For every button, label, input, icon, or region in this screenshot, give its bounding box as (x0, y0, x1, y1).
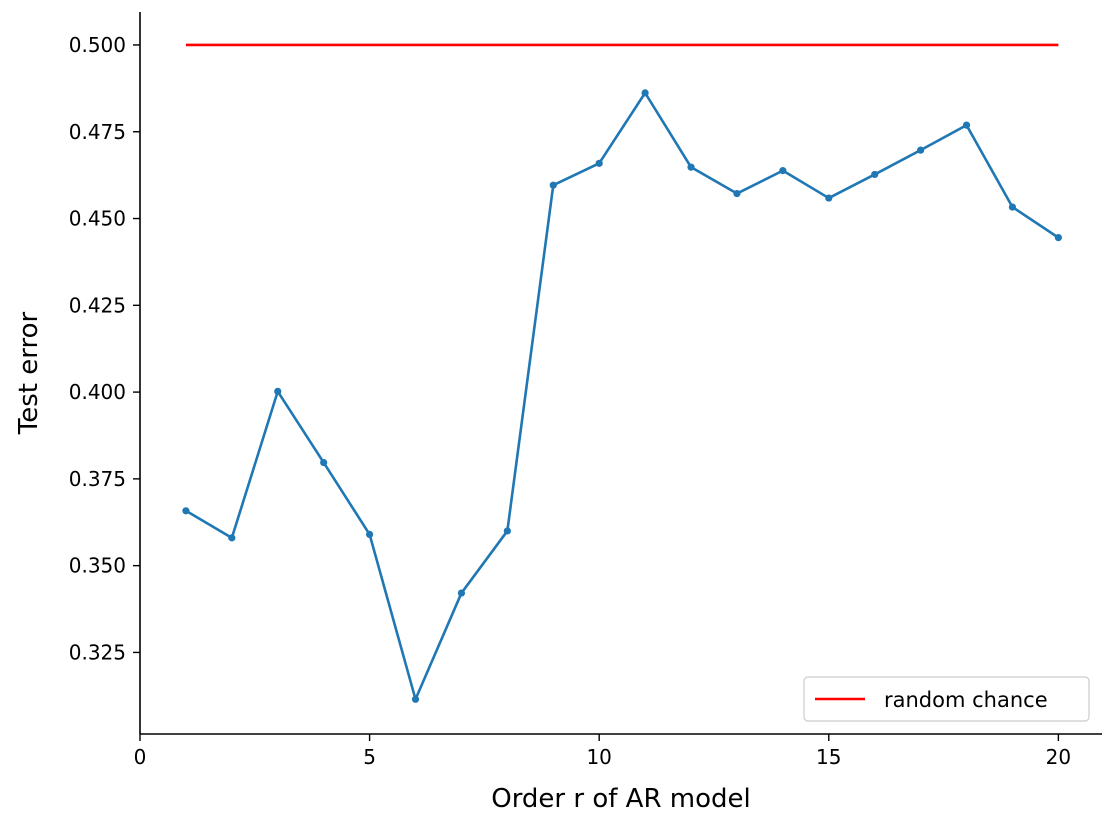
x-tick-label: 15 (816, 745, 841, 769)
y-axis-ticks: 0.325 0.350 0.375 0.400 0.425 0.450 0.475 0.500 (69, 33, 140, 664)
y-axis-title: Test error (14, 311, 44, 435)
data-point (182, 507, 190, 515)
y-tick-label: 0.450 (69, 207, 126, 231)
data-point (1008, 203, 1017, 211)
data-point (549, 181, 557, 189)
series-line-test-error (185, 91, 1060, 701)
data-point (871, 170, 879, 179)
data-point (733, 189, 741, 198)
x-axis-title: Order r of AR model (491, 784, 751, 814)
y-tick-label: 0.475 (69, 120, 126, 144)
data-point (411, 695, 420, 703)
series-layer (182, 43, 1062, 703)
legend-label-random-chance: random chance (884, 688, 1048, 712)
legend-box (803, 676, 1090, 722)
data-point (825, 194, 833, 202)
x-tick-label: 5 (363, 745, 376, 769)
data-point (1054, 234, 1062, 242)
y-tick-label: 0.375 (69, 467, 126, 491)
y-tick-label: 0.400 (69, 380, 126, 404)
y-tick-label: 0.500 (69, 33, 126, 57)
data-point (641, 89, 649, 97)
data-point (274, 387, 282, 395)
data-point (779, 167, 787, 175)
x-axis-ticks: 0 5 10 15 20 (134, 734, 1071, 769)
legend: random chance (803, 676, 1090, 722)
data-point (917, 146, 925, 154)
data-point (595, 159, 603, 167)
data-point (457, 589, 466, 597)
x-tick-label: 20 (1046, 745, 1071, 769)
data-point (228, 534, 236, 542)
data-point (365, 530, 374, 539)
data-point (503, 527, 511, 535)
y-tick-label: 0.325 (69, 640, 126, 664)
data-point (320, 458, 328, 467)
x-tick-label: 0 (134, 745, 147, 769)
axes (139, 12, 1102, 735)
y-tick-label: 0.350 (69, 554, 126, 578)
data-point (687, 163, 695, 171)
data-point (962, 121, 971, 129)
y-tick-label: 0.425 (69, 293, 126, 317)
x-tick-label: 10 (586, 745, 611, 769)
